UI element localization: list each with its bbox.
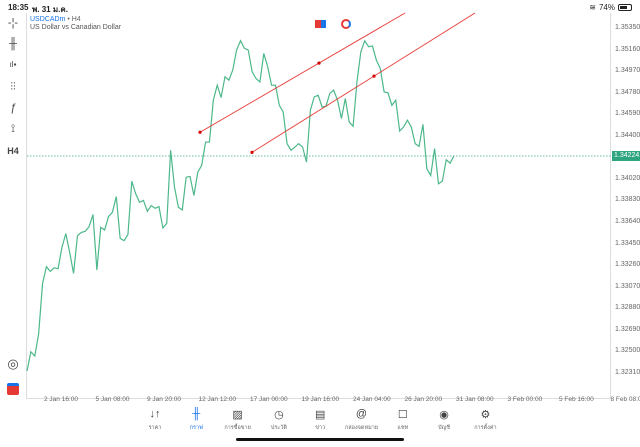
price-label: 1.34970 <box>615 67 640 75</box>
price-label: 1.32880 <box>615 304 640 312</box>
price-label: 1.34400 <box>615 131 640 139</box>
price-label: 1.35350 <box>615 24 640 31</box>
date-label: 12 Jan 12:00 <box>198 396 237 403</box>
trendline-anchor <box>372 74 376 78</box>
nav-mailbox[interactable]: @ กล่องจดหมาย <box>342 408 382 432</box>
nav-label: บัญชี <box>438 425 451 431</box>
chart-icon: ╫ <box>192 408 201 420</box>
battery-percent: 74% <box>598 3 615 12</box>
date-label: 2 Jan 16:00 <box>44 396 78 403</box>
mailbox-icon: @ <box>355 408 368 420</box>
home-indicator <box>236 438 404 441</box>
date-label: 31 Jan 08:00 <box>456 396 494 403</box>
broker-logo-icon[interactable] <box>0 383 26 398</box>
timeframe-button[interactable]: H4 <box>7 146 19 156</box>
nav-chat[interactable]: ☐ แชท <box>383 408 423 432</box>
objects-icon[interactable]: ⟟ <box>10 123 16 135</box>
battery-icon <box>618 4 632 11</box>
trendline <box>251 12 476 153</box>
date-label: 5 Jan 08:00 <box>95 396 130 403</box>
price-label: 1.32690 <box>615 325 640 333</box>
date: พ. 31 ม.ค. <box>32 5 68 14</box>
nav-account[interactable]: ◉ บัญชี <box>424 408 464 432</box>
nav-label: กล่องจดหมาย <box>344 425 379 431</box>
nav-history[interactable]: ◷ ประวัติ <box>259 408 299 432</box>
functions-icon[interactable]: ƒ <box>9 102 17 114</box>
nav-news[interactable]: ▤ ข่าว <box>300 408 340 432</box>
nav-label: ราคา <box>148 425 162 431</box>
nav-settings[interactable]: ⚙ การตั้งค่า <box>465 408 505 432</box>
clock: 18:35 <box>8 3 29 12</box>
trading-signals-icon[interactable]: ◎ <box>7 356 19 371</box>
symbol-title[interactable]: USDCADm • H4 <box>30 16 81 23</box>
symbol-name: USDCADm <box>30 16 66 23</box>
separator: • <box>67 16 70 23</box>
chart-type-icon[interactable]: ╫ <box>9 38 17 50</box>
symbol-description: US Dollar vs Canadian Dollar <box>30 24 122 31</box>
quotes-icon: ↓↑ <box>149 408 161 420</box>
trendline <box>199 12 406 133</box>
date-label: 8 Feb 08:00 <box>610 396 640 403</box>
symbol-timeframe: H4 <box>71 16 81 23</box>
nav-label: การตั้งค่า <box>474 425 497 431</box>
price-label: 1.34780 <box>615 88 640 96</box>
one-click-trading-icon[interactable] <box>315 20 326 28</box>
date-label: 24 Jan 04:00 <box>353 396 391 403</box>
wifi-icon: ≋ <box>589 3 596 12</box>
nav-chart[interactable]: ╫ กราฟ <box>176 408 216 432</box>
nav-label: ข่าว <box>315 425 326 431</box>
date-label: 26 Jan 20:00 <box>404 396 443 403</box>
price-line <box>26 39 455 372</box>
price-label: 1.33260 <box>615 261 640 269</box>
crosshair-icon[interactable]: -¦- <box>7 17 19 29</box>
settings-sliders-icon[interactable]: ⫶⫶ <box>10 81 16 93</box>
nav-label: กราฟ <box>189 425 203 431</box>
indicators-icon[interactable]: ıl▪ <box>9 60 17 69</box>
nav-trade[interactable]: ▨ การซื้อขาย <box>218 408 258 432</box>
price-label: 1.33640 <box>615 218 640 226</box>
price-label: 1.33450 <box>615 239 640 247</box>
chart-area[interactable] <box>26 13 611 399</box>
date-label: 3 Feb 00:00 <box>507 396 543 403</box>
trendline-anchor <box>317 61 321 65</box>
nav-label: การซื้อขาย <box>224 425 251 431</box>
nav-label: ประวัติ <box>270 425 287 431</box>
trade-icon: ▨ <box>232 409 243 421</box>
nav-quotes[interactable]: ↓↑ ราคา <box>135 408 175 432</box>
date-label: 5 Feb 16:00 <box>559 396 594 403</box>
account-icon: ◉ <box>439 409 449 421</box>
price-label: 1.35160 <box>615 45 640 53</box>
price-label: 1.32310 <box>615 368 640 376</box>
status-bar: 18:35 พ. 31 ม.ค. ≋ 74% <box>0 0 640 14</box>
trendline-anchor <box>198 130 202 134</box>
current-price-tag: 1.34224 <box>612 151 640 161</box>
news-icon: ▤ <box>314 409 326 421</box>
chat-icon: ☐ <box>397 409 408 421</box>
price-label: 1.33830 <box>615 196 640 204</box>
nav-label: แชท <box>397 425 409 431</box>
trendline-anchor <box>250 150 254 154</box>
price-label: 1.32500 <box>615 347 640 355</box>
price-label: 1.33070 <box>615 282 640 290</box>
history-icon: ◷ <box>274 409 284 421</box>
settings-icon: ⚙ <box>480 409 491 421</box>
refresh-icon[interactable] <box>341 19 351 29</box>
date-label: 17 Jan 00:00 <box>250 396 288 403</box>
price-label: 1.34590 <box>615 110 640 118</box>
date-label: 9 Jan 20:00 <box>147 396 181 403</box>
date-label: 19 Jan 16:00 <box>301 396 340 403</box>
price-label: 1.34020 <box>615 174 640 182</box>
